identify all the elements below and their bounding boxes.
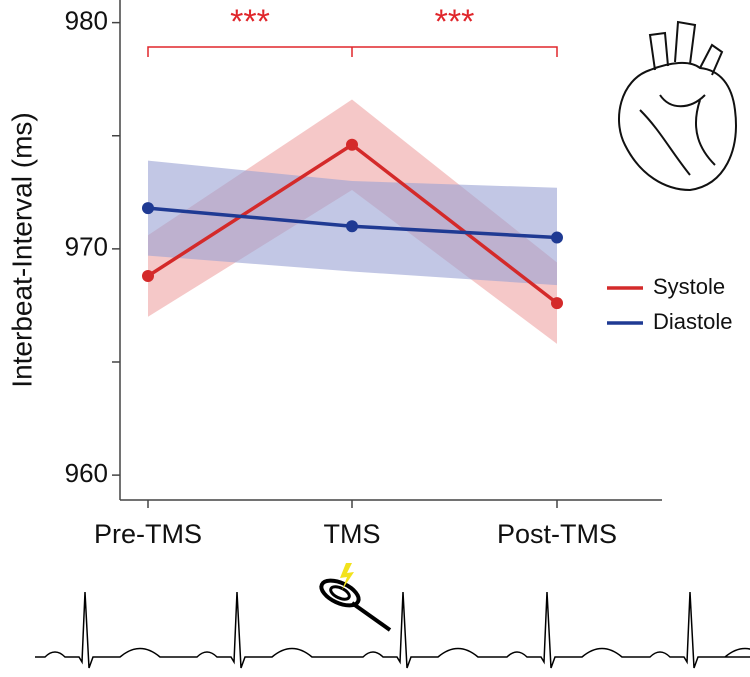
legend-label: Diastole	[653, 309, 732, 334]
heart-icon	[618, 20, 737, 192]
significance-label: ***	[230, 3, 270, 41]
y-tick-label: 980	[65, 5, 108, 35]
y-tick-label: 960	[65, 458, 108, 488]
x-tick-label: Pre-TMS	[94, 519, 202, 549]
y-axis-label: Interbeat-Interval (ms)	[6, 112, 37, 387]
data-point	[142, 202, 154, 215]
ecg-trace	[35, 591, 750, 669]
ecg-line	[35, 591, 750, 669]
data-point	[142, 270, 154, 283]
significance-label: ***	[435, 3, 475, 41]
data-point	[346, 138, 358, 151]
significance-bracket	[147, 46, 558, 57]
data-point	[551, 297, 563, 310]
x-tick-label: TMS	[324, 519, 381, 549]
legend-label: Systole	[653, 274, 725, 299]
data-point	[551, 231, 563, 244]
x-tick-label: Post-TMS	[497, 519, 617, 549]
data-point	[346, 220, 358, 233]
y-tick-label: 970	[65, 232, 108, 262]
tms-coil-icon	[319, 563, 392, 632]
